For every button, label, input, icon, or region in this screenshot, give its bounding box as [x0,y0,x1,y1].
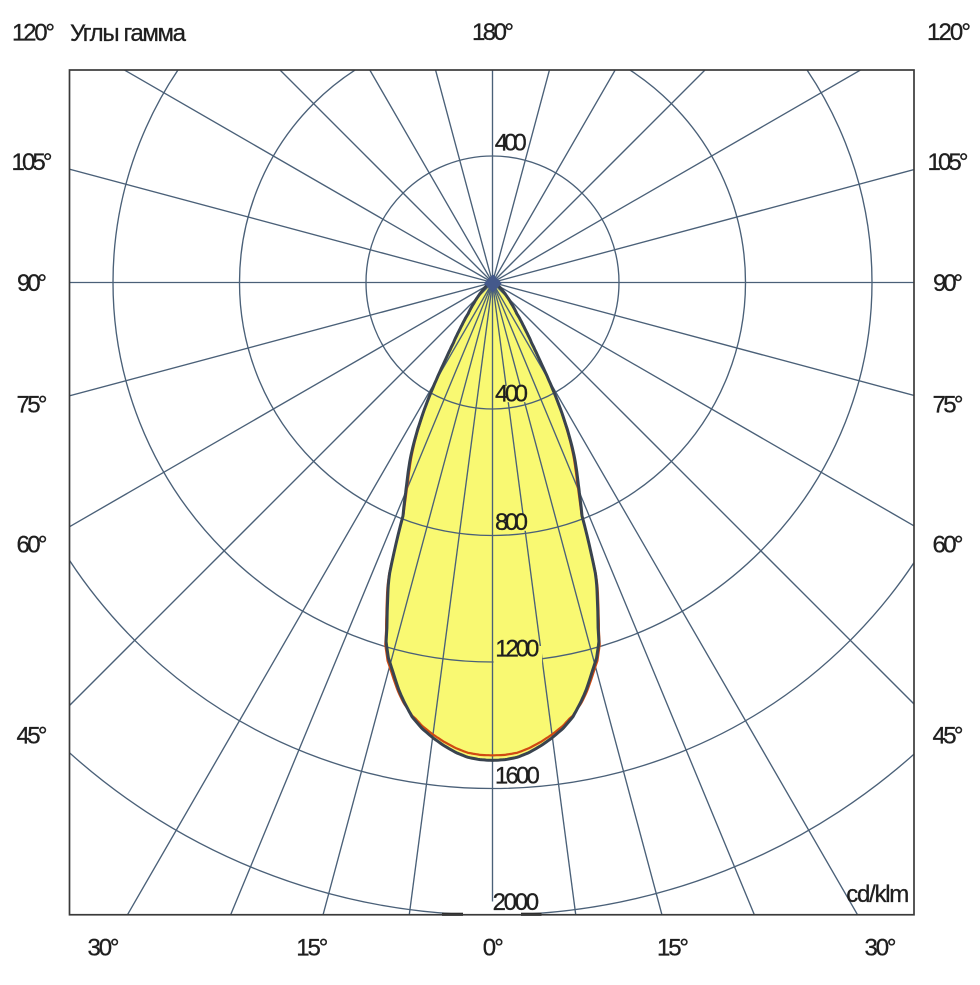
svg-text:15°: 15° [296,935,328,962]
svg-text:400: 400 [495,381,528,408]
svg-text:45°: 45° [933,723,964,750]
svg-text:30°: 30° [88,935,120,962]
svg-text:cd/klm: cd/klm [846,881,909,908]
svg-text:105°: 105° [928,149,969,176]
svg-text:90°: 90° [933,270,963,297]
svg-text:1200: 1200 [495,635,539,662]
svg-text:75°: 75° [933,391,964,418]
svg-text:180°: 180° [472,19,514,46]
svg-text:120°: 120° [12,20,55,47]
svg-text:120°: 120° [927,19,971,46]
svg-text:15°: 15° [657,935,689,962]
svg-text:60°: 60° [17,532,48,559]
svg-text:1600: 1600 [495,763,540,790]
svg-text:60°: 60° [933,532,964,559]
svg-text:800: 800 [495,509,528,536]
svg-text:75°: 75° [17,391,48,418]
svg-text:30°: 30° [865,935,897,962]
svg-text:0°: 0° [483,935,504,962]
svg-text:Углы гамма: Углы гамма [70,20,187,47]
svg-text:90°: 90° [17,270,47,297]
svg-text:400: 400 [495,129,527,156]
svg-text:2000: 2000 [493,889,539,916]
svg-text:105°: 105° [12,149,53,176]
svg-text:45°: 45° [17,723,48,750]
